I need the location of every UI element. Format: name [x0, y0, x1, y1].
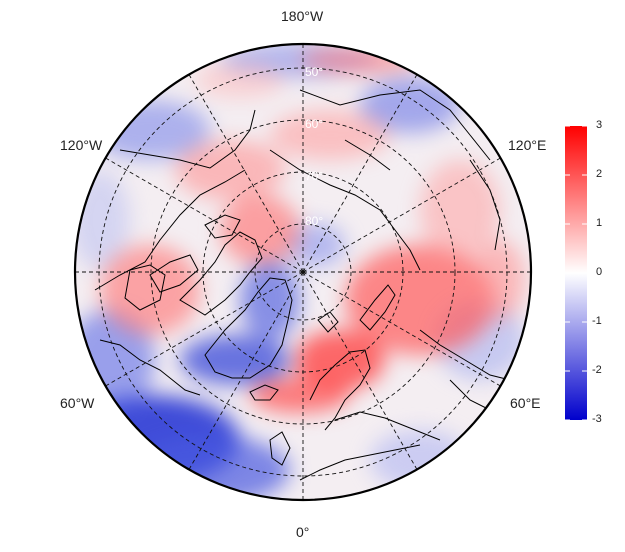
lat-label-80: 80° — [305, 214, 323, 228]
lon-label-60w: 60°W — [60, 395, 95, 411]
colorbar — [565, 125, 587, 421]
colorbar-ramp — [565, 126, 587, 420]
lat-circle-80 — [254, 223, 352, 321]
greenland-outline — [204, 277, 293, 379]
meridian-line — [105, 157, 304, 273]
lon-label-180w: 180°W — [281, 8, 324, 24]
colorbar-ticks — [565, 125, 587, 421]
meridian-line — [302, 157, 501, 273]
colorbar-label-1: 1 — [596, 217, 603, 229]
meridians — [75, 44, 531, 500]
colorbar-label-neg2: -2 — [592, 364, 602, 376]
lon-label-120w: 120°W — [60, 137, 103, 153]
lon-label-120e: 120°E — [508, 137, 547, 153]
meridian-line — [188, 74, 304, 273]
north-america-coast — [94, 169, 246, 396]
lat-label-60: 60° — [305, 117, 323, 131]
lon-label-60e: 60°E — [510, 395, 541, 411]
europe-coast — [299, 444, 421, 481]
lon-label-0: 0° — [296, 524, 310, 540]
colorbar-label-0: 0 — [596, 266, 603, 278]
anomaly-field — [75, 44, 531, 500]
meridian-line — [105, 271, 304, 387]
colorbar-label-neg3: -3 — [592, 413, 602, 425]
lat-label-70: 70° — [305, 169, 323, 183]
scandinavia-coast — [309, 349, 371, 431]
latitude-labels: 50° 60° 70° 80° — [305, 65, 323, 228]
coastlines — [94, 89, 511, 481]
siberia-coast — [269, 149, 421, 271]
meridian-line — [302, 271, 418, 470]
colorbar-label-2: 2 — [596, 168, 603, 180]
lat-label-50: 50° — [305, 65, 323, 79]
meridian-line — [302, 74, 418, 273]
canadian-archipelago-outline — [179, 231, 263, 316]
colorbar-label-neg1: -1 — [592, 315, 602, 327]
meridian-line — [188, 271, 304, 470]
meridian-line — [302, 271, 501, 387]
lat-circle-60 — [150, 119, 456, 425]
map-boundary — [73, 42, 533, 502]
colorbar-label-3: 3 — [596, 119, 603, 131]
